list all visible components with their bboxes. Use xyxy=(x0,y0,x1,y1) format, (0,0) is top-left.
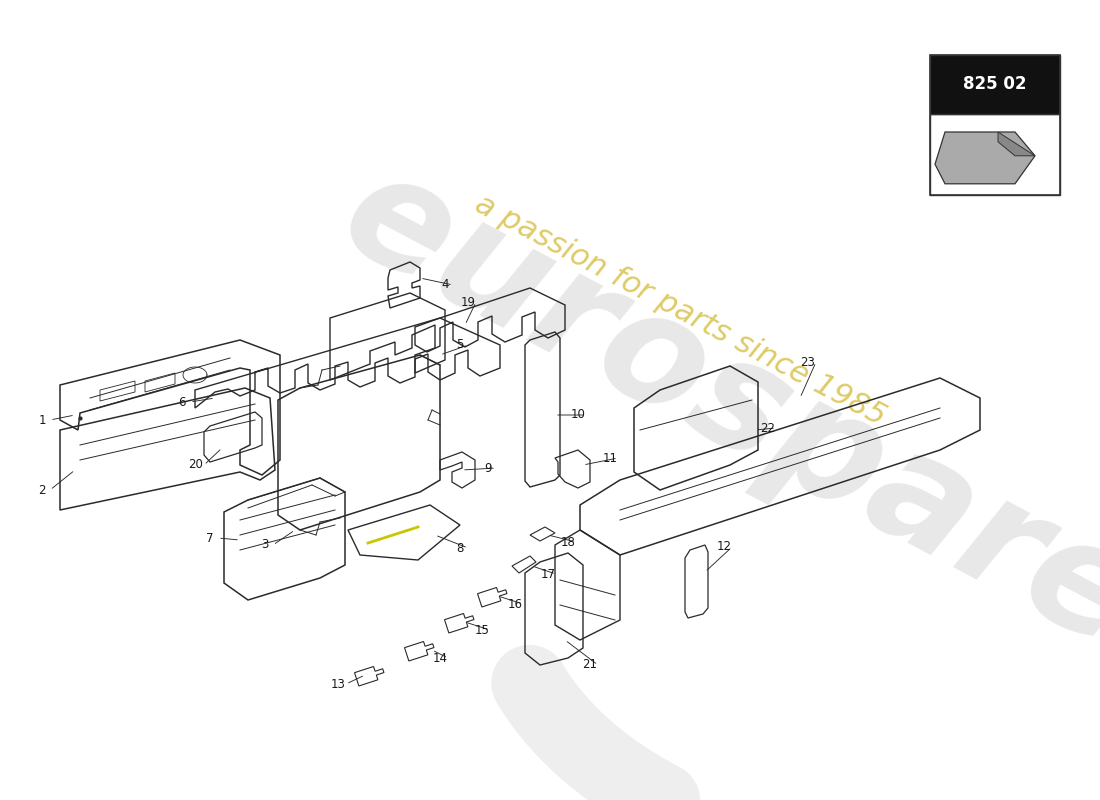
Text: 5: 5 xyxy=(456,338,464,351)
Text: 11: 11 xyxy=(603,451,617,465)
Text: 19: 19 xyxy=(461,295,475,309)
Text: eurospares: eurospares xyxy=(319,138,1100,722)
Text: 14: 14 xyxy=(432,651,448,665)
Text: 23: 23 xyxy=(801,355,815,369)
Bar xyxy=(930,114,1060,195)
Bar xyxy=(930,55,1060,114)
Text: 825 02: 825 02 xyxy=(964,75,1026,94)
Text: 1: 1 xyxy=(39,414,46,426)
Text: 3: 3 xyxy=(262,538,268,551)
Text: 21: 21 xyxy=(583,658,597,671)
Text: 12: 12 xyxy=(716,541,732,554)
Text: 6: 6 xyxy=(178,395,186,409)
Text: 20: 20 xyxy=(188,458,204,471)
Polygon shape xyxy=(998,132,1035,156)
Text: 15: 15 xyxy=(474,623,490,637)
Text: 2: 2 xyxy=(39,483,46,497)
Text: 16: 16 xyxy=(507,598,522,610)
Text: a passion for parts since 1985: a passion for parts since 1985 xyxy=(470,189,890,431)
Text: 22: 22 xyxy=(760,422,775,434)
Bar xyxy=(930,55,1060,195)
Text: 13: 13 xyxy=(331,678,345,690)
Text: 8: 8 xyxy=(456,542,464,554)
Polygon shape xyxy=(935,132,1035,184)
Text: 18: 18 xyxy=(561,535,575,549)
Text: 17: 17 xyxy=(540,567,556,581)
Text: 9: 9 xyxy=(484,462,492,474)
Text: 10: 10 xyxy=(571,409,585,422)
Text: 7: 7 xyxy=(207,531,213,545)
Text: 4: 4 xyxy=(441,278,449,291)
